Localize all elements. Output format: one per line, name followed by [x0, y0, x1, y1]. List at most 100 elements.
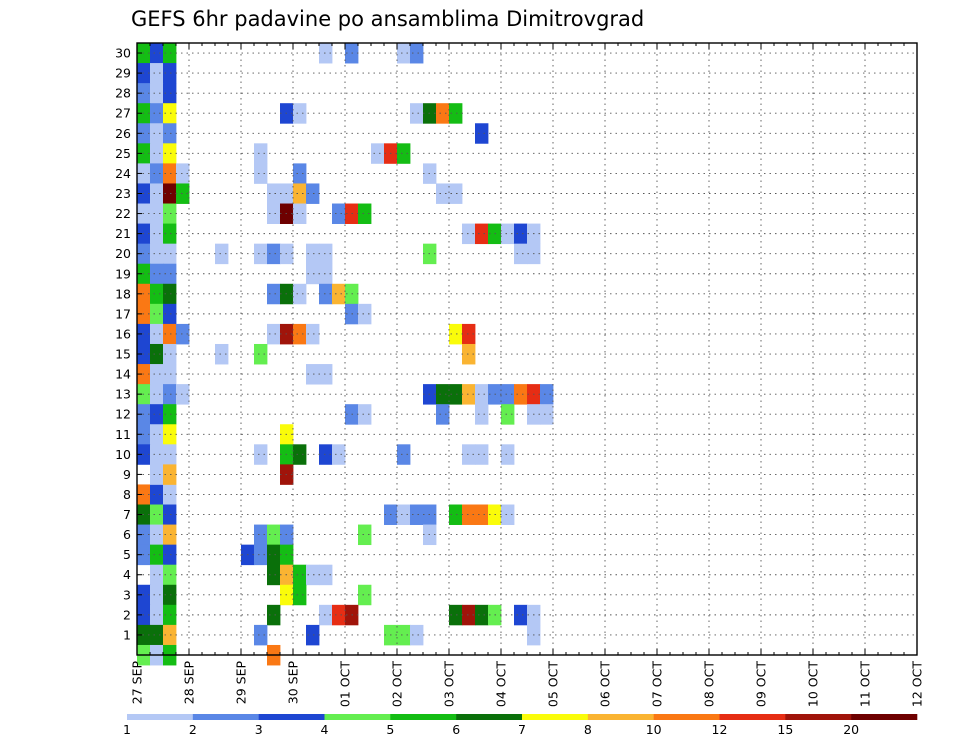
y-tick-label: 21: [115, 226, 131, 241]
heatmap-cell: [150, 364, 164, 385]
y-tick-label: 20: [115, 246, 131, 261]
colorbar-segment: [390, 714, 457, 720]
x-tick-label: 11 OCT: [858, 661, 873, 707]
x-tick-label: 09 OCT: [754, 661, 769, 707]
heatmap-cell: [150, 464, 164, 485]
heatmap-cell: [267, 243, 281, 265]
heatmap-cell: [293, 103, 307, 124]
y-tick-label: 30: [115, 46, 131, 61]
heatmap-cell: [319, 43, 333, 64]
heatmap-cell: [163, 243, 177, 265]
y-tick-label: 7: [123, 507, 131, 522]
heatmap-cell: [163, 43, 177, 64]
heatmap-cell: [163, 143, 177, 164]
x-tick-label: 27 SEP: [130, 661, 145, 705]
heatmap-cell: [397, 504, 411, 525]
heatmap-cell: [540, 404, 554, 425]
heatmap-cell: [501, 384, 515, 405]
heatmap-cell: [358, 203, 372, 224]
heatmap-cell: [475, 604, 489, 626]
y-tick-label: 15: [115, 347, 131, 362]
x-tick-label: 28 SEP: [182, 661, 197, 705]
heatmap-cell: [163, 604, 177, 626]
heatmap-cell: [462, 323, 476, 345]
colorbar-segment: [258, 714, 325, 720]
colorbar-segment: [719, 714, 786, 720]
heatmap-cell: [319, 263, 333, 285]
chart-title: GEFS 6hr padavine po ansamblima Dimitrov…: [131, 7, 644, 31]
heatmap-cell: [163, 384, 177, 405]
heatmap-cell: [436, 103, 450, 124]
y-tick-label: 4: [123, 567, 131, 582]
x-tick-label: 03 OCT: [442, 661, 457, 707]
heatmap-cell: [267, 564, 281, 586]
x-tick-label: 08 OCT: [702, 661, 717, 707]
heatmap-cell: [150, 404, 164, 425]
heatmap-cell: [176, 163, 190, 184]
heatmap-cell: [332, 604, 346, 626]
heatmap-cell: [501, 444, 515, 465]
heatmap-cell: [436, 183, 450, 204]
heatmap-cell: [449, 604, 463, 626]
heatmap-cell: [475, 404, 489, 425]
heatmap-cell: [150, 524, 164, 546]
heatmap-cell: [254, 343, 268, 365]
y-tick-label: 26: [115, 126, 131, 141]
heatmap-cell: [358, 404, 372, 425]
y-tick-label: 10: [115, 447, 131, 462]
heatmap-cell: [150, 444, 164, 465]
heatmap-cell: [176, 323, 190, 345]
heatmap-cell: [150, 203, 164, 224]
heatmap-cell: [462, 604, 476, 626]
x-tick-label: 12 OCT: [910, 661, 925, 707]
heatmap-cell: [267, 544, 281, 566]
y-tick-label: 17: [115, 306, 131, 321]
y-tick-label: 22: [115, 206, 131, 221]
heatmap-cell: [163, 283, 177, 305]
heatmap-cell: [397, 143, 411, 164]
heatmap-cell: [449, 504, 463, 525]
heatmap-cell: [150, 83, 164, 104]
heatmap-cell: [293, 444, 307, 465]
heatmap-cell: [293, 283, 307, 305]
heatmap-cell: [410, 103, 424, 124]
heatmap-cell: [150, 63, 164, 84]
colorbar-segment: [785, 714, 852, 720]
x-tick-label: 02 OCT: [390, 661, 405, 707]
heatmap-cell: [267, 604, 281, 626]
x-tick-label: 07 OCT: [650, 661, 665, 707]
heatmap-cell: [163, 624, 177, 646]
heatmap-cell: [150, 424, 164, 445]
heatmap-cell: [462, 444, 476, 465]
heatmap-cell: [267, 203, 281, 224]
heatmap-cell: [267, 524, 281, 546]
heatmap-cell: [501, 223, 515, 245]
heatmap-cell: [462, 384, 476, 405]
heatmap-cell: [254, 243, 268, 265]
heatmap-cell: [293, 183, 307, 204]
heatmap-cell: [397, 444, 411, 465]
heatmap-cell: [306, 183, 320, 204]
x-tick-label: 01 OCT: [338, 661, 353, 707]
heatmap-cell: [254, 444, 268, 465]
colorbar-segment: [192, 714, 259, 720]
y-tick-label: 23: [115, 186, 131, 201]
heatmap-cell: [319, 564, 333, 586]
heatmap-cell: [150, 564, 164, 586]
y-tick-label: 27: [115, 106, 131, 121]
y-tick-label: 13: [115, 387, 131, 402]
heatmap-cell: [397, 624, 411, 646]
heatmap-cell: [176, 384, 190, 405]
heatmap-cell: [254, 163, 268, 184]
y-tick-label: 11: [115, 427, 131, 442]
grid-lines: [137, 43, 917, 655]
heatmap-cell: [358, 303, 372, 325]
heatmap-cell: [254, 524, 268, 546]
heatmap-cell: [150, 384, 164, 405]
heatmap-cell: [475, 444, 489, 465]
y-tick-label: 1: [123, 627, 131, 642]
heatmap-cell: [163, 303, 177, 325]
heatmap-cell: [540, 384, 554, 405]
heatmap-cell: [163, 544, 177, 566]
heatmap-cell: [150, 183, 164, 204]
